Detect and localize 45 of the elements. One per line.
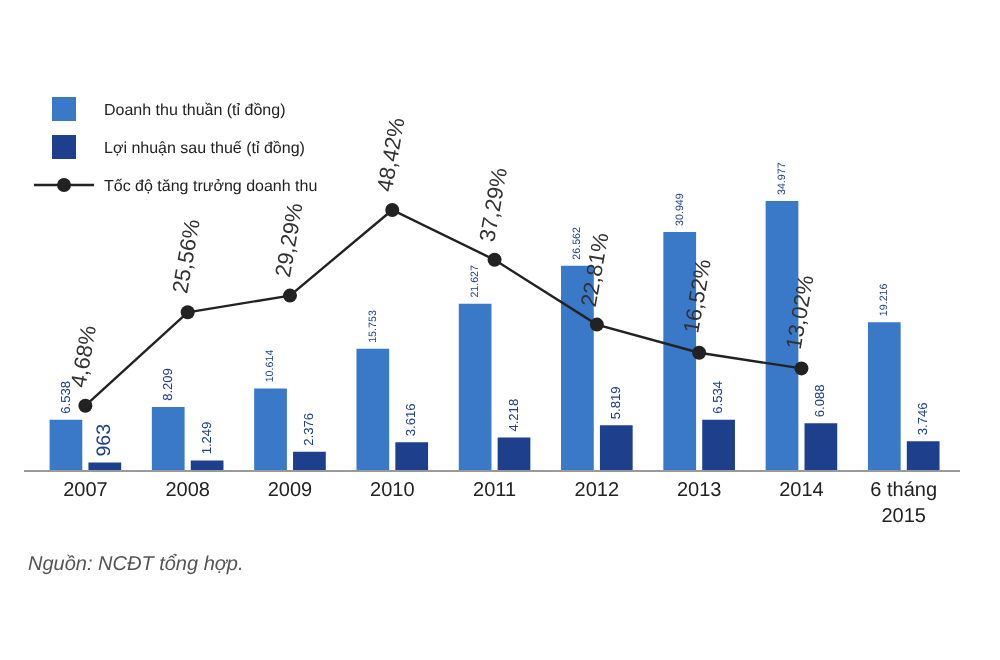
bar: [395, 442, 429, 470]
bar: [88, 462, 122, 470]
x-tick-label: 2012: [574, 480, 620, 502]
data-label: 13,02%: [782, 273, 820, 352]
bar: [804, 423, 838, 470]
x-tick-label: 2013: [676, 480, 723, 502]
data-label: 16,52%: [680, 257, 717, 336]
data-label: 22,81%: [577, 230, 615, 309]
bar: [599, 425, 633, 470]
point: [487, 252, 502, 267]
text: Nguồn: NCĐT tổng hợp.: [28, 552, 244, 576]
bar: [702, 419, 735, 470]
data-label: 963: [94, 422, 117, 457]
x-tick-label: 2009: [267, 480, 314, 502]
bar: [190, 460, 224, 470]
point: [180, 305, 195, 320]
point: [692, 345, 707, 360]
bar: [867, 322, 901, 470]
bar: [254, 388, 287, 470]
x-tick-label: 6 tháng 2015: [870, 480, 938, 528]
data-label: 25,56%: [169, 217, 206, 296]
point: [385, 203, 400, 217]
data-label: 4,68%: [67, 323, 103, 390]
point: [282, 288, 297, 303]
bar: [906, 441, 940, 470]
x-tick-label: 2011: [473, 480, 517, 502]
x-tick-label: 2008: [165, 480, 211, 502]
x-tick-label: 2010: [370, 480, 416, 502]
bar: [458, 303, 492, 470]
legend-label: Tốc độ tăng trưởng doanh thu: [104, 177, 318, 196]
point: [794, 361, 809, 376]
data-label: 37,29%: [476, 165, 514, 244]
bar: [49, 419, 83, 470]
data-label: 29,29%: [272, 200, 309, 280]
legend-label: Lợi nhuận sau thuế (tỉ đồng): [104, 139, 306, 158]
bar: [293, 451, 326, 470]
point: [589, 317, 604, 332]
x-tick-label: 2014: [779, 480, 825, 502]
bar: [497, 437, 531, 470]
point: [78, 398, 93, 413]
legend-label: Doanh thu thuần (tỉ đồng): [104, 101, 287, 120]
x-tick-label: 2007: [63, 480, 109, 502]
bar: [356, 348, 390, 470]
bar: [151, 406, 185, 470]
data-label: 48,42%: [373, 115, 411, 194]
